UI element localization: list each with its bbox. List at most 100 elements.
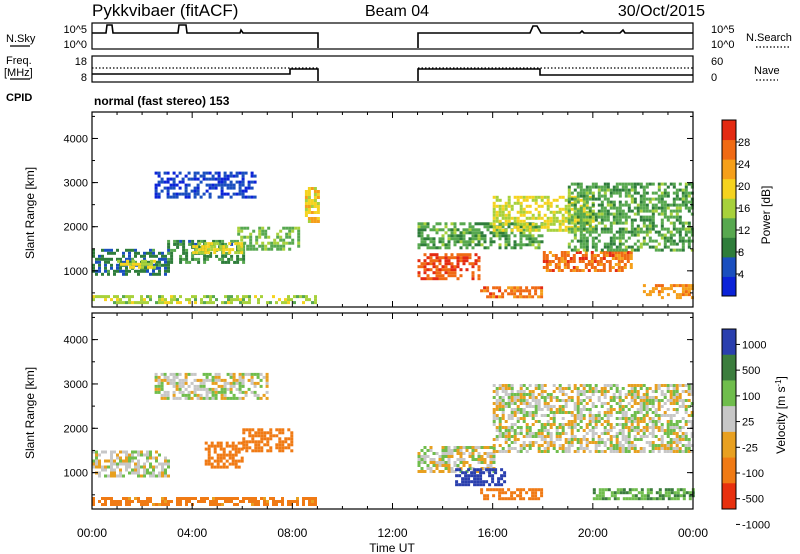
heatmap-cell: [546, 414, 550, 417]
heatmap-cell: [669, 209, 673, 213]
heatmap-cell: [242, 257, 246, 261]
heatmap-cell: [498, 402, 502, 405]
heatmap-cell: [657, 417, 661, 420]
heatmap-feature: [417, 446, 496, 473]
heatmap-cell: [605, 254, 609, 257]
heatmap-cell: [462, 234, 466, 238]
heatmap-cell: [570, 182, 574, 186]
heatmap-cell: [221, 257, 225, 261]
nsearch-tick-bottom: 10^0: [711, 39, 735, 51]
heatmap-cell: [630, 197, 634, 201]
heatmap-cell: [587, 260, 591, 263]
heatmap-cell: [593, 260, 597, 263]
heatmap-cell: [95, 453, 98, 457]
heatmap-feature: [592, 488, 695, 501]
heatmap-cell: [593, 266, 597, 269]
heatmap-cell: [567, 423, 571, 426]
heatmap-cell: [548, 263, 552, 266]
heatmap-cell: [633, 387, 637, 390]
heatmap-cell: [131, 500, 134, 503]
heatmap-cell: [161, 257, 164, 261]
heatmap-cell: [432, 246, 436, 250]
heatmap-cell: [597, 191, 601, 195]
heatmap-cell: [223, 396, 227, 400]
heatmap-cell: [672, 224, 676, 228]
heatmap-cell: [669, 399, 673, 402]
heatmap-cell: [687, 221, 691, 225]
heatmap-cell: [630, 200, 634, 204]
heatmap-cell: [598, 497, 602, 501]
heatmap-cell: [501, 497, 505, 501]
heatmap-cell: [209, 295, 212, 299]
heatmap-cell: [235, 396, 239, 400]
heatmap-cell: [516, 289, 520, 293]
heatmap-cell: [266, 443, 270, 447]
heatmap-cell: [597, 450, 601, 453]
heatmap-cell: [615, 218, 619, 222]
heatmap-cell: [474, 446, 478, 449]
heatmap-cell: [672, 384, 676, 387]
heatmap-cell: [261, 247, 265, 251]
heatmap-cell: [513, 435, 517, 438]
heatmap-cell: [247, 372, 251, 376]
heatmap-cell: [627, 390, 631, 393]
heatmap-cell: [585, 239, 589, 243]
heatmap-cell: [588, 390, 592, 393]
heatmap-cell: [666, 450, 670, 453]
heatmap-cell: [669, 396, 673, 399]
heatmap-cell: [172, 180, 176, 184]
heatmap-cell: [104, 459, 107, 463]
heatmap-cell: [670, 488, 674, 492]
heatmap-cell: [570, 203, 574, 207]
heatmap-cell: [651, 420, 655, 423]
heatmap-cell: [444, 256, 448, 260]
heatmap-cell: [639, 420, 643, 423]
heatmap-cell: [519, 201, 523, 205]
heatmap-cell: [522, 231, 526, 235]
heatmap-cell: [163, 186, 167, 190]
heatmap-cell: [678, 284, 682, 288]
heatmap-cell: [617, 257, 621, 260]
heatmap-cell: [585, 197, 589, 201]
heatmap-cell: [154, 186, 158, 190]
heatmap-cell: [220, 384, 224, 388]
heatmap-cell: [672, 209, 676, 213]
heatmap-cell: [531, 286, 535, 290]
heatmap-cell: [630, 233, 634, 237]
heatmap-cell: [104, 497, 107, 500]
heatmap-cell: [128, 471, 131, 475]
heatmap-cell: [149, 500, 152, 503]
heatmap-cell: [522, 234, 526, 238]
heatmap-cell: [618, 432, 622, 435]
heatmap-cell: [426, 268, 430, 272]
heatmap-cell: [528, 289, 532, 293]
heatmap-cell: [642, 417, 646, 420]
heatmap-cell: [218, 503, 221, 506]
heatmap-cell: [222, 245, 226, 249]
heatmap-cell: [666, 441, 670, 444]
heatmap-cell: [534, 207, 538, 211]
heatmap-cell: [675, 393, 679, 396]
heatmap-cell: [660, 390, 664, 393]
heatmap-cell: [462, 222, 466, 226]
heatmap-cell: [519, 450, 523, 453]
heatmap-cell: [228, 462, 232, 466]
heatmap-cell: [209, 251, 213, 255]
heatmap-cell: [459, 455, 463, 458]
heatmap-cell: [128, 257, 131, 261]
heatmap-cell: [221, 497, 224, 500]
heatmap-cell: [624, 239, 628, 243]
heatmap-cell: [687, 405, 691, 408]
heatmap-cell: [582, 405, 586, 408]
heatmap-cell: [572, 260, 576, 263]
heatmap-cell: [534, 420, 538, 423]
heatmap-cell: [576, 450, 580, 453]
heatmap-cell: [603, 441, 607, 444]
heatmap-cell: [546, 216, 550, 220]
heatmap-cell: [498, 289, 502, 293]
heatmap-cell: [154, 171, 158, 175]
heatmap-cell: [658, 497, 662, 501]
heatmap-cell: [678, 218, 682, 222]
heatmap-cell: [522, 213, 526, 217]
heatmap-cell: [570, 411, 574, 414]
